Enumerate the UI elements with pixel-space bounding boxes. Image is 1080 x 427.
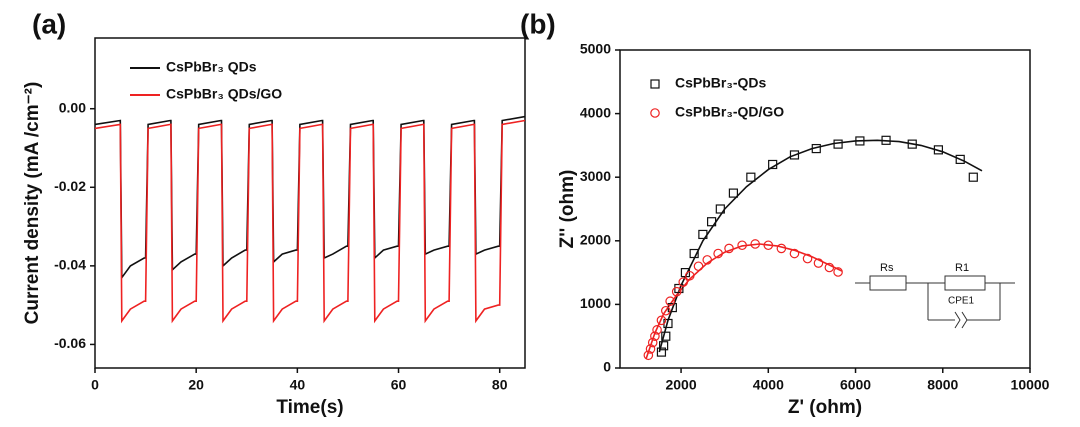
- marker-square: [968, 172, 978, 182]
- marker-circle: [671, 286, 682, 297]
- series-line: [94, 119, 526, 324]
- marker-circle: [789, 248, 800, 259]
- y-tick-label: 2000: [580, 232, 611, 248]
- marker-square: [881, 135, 891, 145]
- marker-circle: [763, 240, 774, 251]
- y-tick-label: 4000: [580, 104, 611, 120]
- inset-label: CPE1: [948, 296, 975, 307]
- marker-circle: [737, 240, 747, 251]
- plot-frame: [94, 37, 526, 369]
- legend-label: CsPbBr₃ QDs/GO: [166, 86, 282, 102]
- y-tick-label: 1000: [580, 295, 611, 311]
- x-tick-label: 2000: [665, 377, 696, 393]
- y-axis-title: Z'' (ohm): [557, 170, 578, 249]
- inset-label: R1: [955, 262, 969, 274]
- panel-label: (a): [32, 8, 66, 39]
- y-tick-label: 3000: [580, 168, 611, 184]
- marker-square: [659, 341, 669, 351]
- plot-frame: [619, 49, 1031, 369]
- legend-label: CsPbBr₃ QDs: [166, 59, 257, 75]
- marker-circle: [824, 262, 835, 273]
- marker-circle: [813, 258, 824, 268]
- marker-circle: [724, 243, 734, 254]
- marker-square: [768, 159, 778, 170]
- legend-swatch: [650, 79, 660, 89]
- marker-square: [674, 283, 684, 294]
- marker-circle: [750, 239, 761, 249]
- marker-square: [746, 172, 756, 182]
- marker-square: [811, 143, 821, 154]
- x-tick-label: 8000: [927, 377, 958, 393]
- panel-label: (b): [520, 8, 556, 39]
- x-tick-label: 40: [290, 377, 306, 393]
- marker-circle: [833, 267, 843, 277]
- x-axis-title: Time(s): [276, 397, 343, 418]
- y-tick-label: -0.02: [54, 178, 86, 194]
- y-tick-label: -0.06: [54, 335, 86, 351]
- marker-square: [933, 145, 944, 155]
- marker-circle: [650, 331, 660, 341]
- marker-circle: [643, 350, 654, 361]
- marker-circle: [652, 325, 662, 335]
- marker-circle: [645, 344, 656, 354]
- x-tick-label: 10000: [1011, 377, 1050, 393]
- marker-circle: [702, 255, 713, 265]
- x-tick-label: 4000: [753, 377, 784, 393]
- marker-circle: [802, 253, 813, 264]
- marker-circle: [647, 337, 658, 348]
- x-axis-title: Z' (ohm): [788, 397, 862, 418]
- marker-square: [689, 248, 699, 259]
- marker-square: [833, 139, 843, 149]
- y-axis-title: Current density (mA /cm⁻²): [22, 82, 43, 325]
- marker-circle: [776, 243, 787, 254]
- marker-square: [698, 229, 708, 240]
- legend-label: CsPbBr₃-QDs: [675, 75, 766, 91]
- marker-circle: [684, 270, 695, 281]
- marker-circle: [713, 248, 723, 259]
- marker-circle: [665, 296, 675, 307]
- marker-square: [706, 217, 717, 227]
- series-line: [94, 115, 526, 281]
- circuit-inset: [855, 275, 1015, 329]
- x-tick-label: 20: [188, 377, 204, 393]
- legend-swatch: [650, 108, 660, 118]
- marker-square: [789, 150, 800, 160]
- marker-circle: [693, 261, 704, 272]
- y-tick-label: 0.00: [59, 99, 86, 115]
- x-tick-label: 60: [391, 377, 407, 393]
- marker-square: [661, 331, 671, 341]
- marker-square: [907, 139, 917, 149]
- x-tick-label: 0: [91, 377, 99, 393]
- marker-square: [656, 347, 667, 357]
- y-tick-label: 5000: [580, 41, 611, 57]
- legend-label: CsPbBr₃-QD/GO: [675, 104, 784, 120]
- marker-square: [955, 154, 965, 164]
- marker-circle: [656, 315, 667, 326]
- marker-square: [855, 136, 865, 146]
- marker-circle: [660, 305, 671, 316]
- y-tick-label: -0.04: [54, 257, 86, 273]
- inset-label: Rs: [880, 262, 894, 274]
- x-tick-label: 80: [492, 377, 508, 393]
- marker-square: [715, 204, 725, 214]
- marker-circle: [678, 277, 689, 287]
- y-tick-label: 0: [603, 359, 611, 375]
- x-tick-label: 6000: [840, 377, 871, 393]
- marker-square: [728, 188, 739, 198]
